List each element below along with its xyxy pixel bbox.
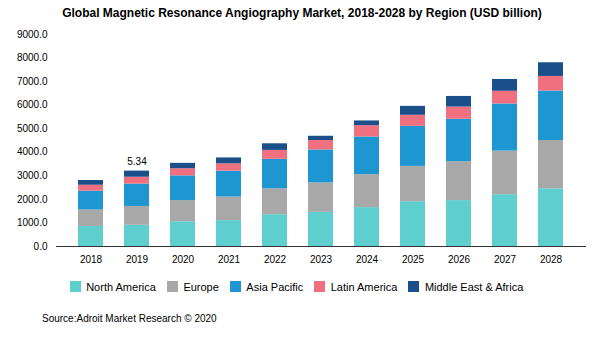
svg-text:7000.0: 7000.0 xyxy=(17,76,48,87)
svg-text:4000.0: 4000.0 xyxy=(17,146,48,157)
html-text:Source:Adroit Market Research: Source:Adroit Market Research © 2020 xyxy=(42,312,217,324)
svg-text:2000.0: 2000.0 xyxy=(17,194,48,205)
svg-text:2018: 2018 xyxy=(80,254,103,265)
svg-text:5000.0: 5000.0 xyxy=(17,123,48,134)
svg-text:9000.0: 9000.0 xyxy=(17,29,48,40)
html-text:North America: North America xyxy=(86,280,156,293)
svg-text:2019: 2019 xyxy=(126,254,149,265)
svg-text:8000.0: 8000.0 xyxy=(17,52,48,63)
svg-text:3000.0: 3000.0 xyxy=(17,170,48,181)
html-text:Middle East & Africa: Middle East & Africa xyxy=(424,280,524,293)
svg-text:2024: 2024 xyxy=(356,254,379,265)
svg-text:2023: 2023 xyxy=(310,254,333,265)
svg-text:6000.0: 6000.0 xyxy=(17,99,48,110)
html-text:Europe: Europe xyxy=(183,280,219,293)
svg-text:2027: 2027 xyxy=(494,254,517,265)
svg-text:2020: 2020 xyxy=(172,254,195,265)
html-text:Latin America: Latin America xyxy=(330,280,398,293)
html-text:Global Magnetic Resonance Angi: Global Magnetic Resonance Angiography Ma… xyxy=(62,6,542,20)
svg-text:2021: 2021 xyxy=(218,254,241,265)
svg-text:5.34: 5.34 xyxy=(127,156,147,167)
svg-text:1000.0: 1000.0 xyxy=(17,217,48,228)
svg-text:0.0: 0.0 xyxy=(34,241,48,252)
svg-text:2026: 2026 xyxy=(448,254,471,265)
svg-text:2025: 2025 xyxy=(402,254,425,265)
svg-text:2022: 2022 xyxy=(264,254,287,265)
html-text:Asia Pacific: Asia Pacific xyxy=(246,280,304,293)
svg-text:2028: 2028 xyxy=(540,254,563,265)
